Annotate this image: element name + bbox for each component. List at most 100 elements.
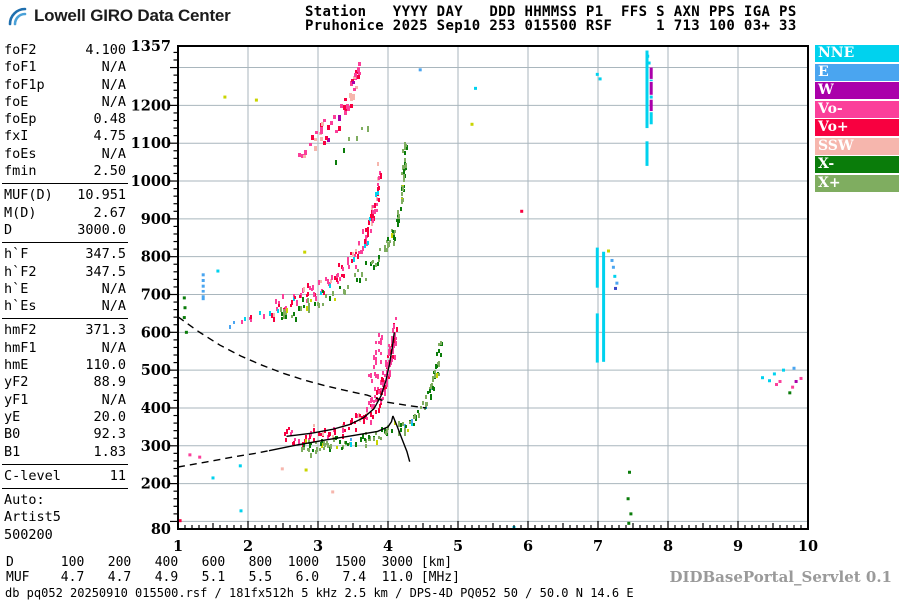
param-row: foF1 N/A xyxy=(4,59,126,76)
param-row: h`Es N/A xyxy=(4,298,126,315)
param-label: B0 xyxy=(4,426,21,443)
param-label: foF1p xyxy=(4,76,45,93)
svg-text:900: 900 xyxy=(141,211,171,228)
param-row: 500200 xyxy=(4,527,126,544)
param-value: 347.5 xyxy=(85,263,126,280)
param-label: D xyxy=(4,221,13,238)
svg-text:7: 7 xyxy=(593,538,603,555)
param-value: 92.3 xyxy=(93,426,126,443)
param-value: 3000.0 xyxy=(77,221,126,238)
separator xyxy=(2,318,128,320)
param-row: D 3000.0 xyxy=(4,222,126,239)
legend-item-nne: NNE xyxy=(815,45,899,62)
param-label: hmE xyxy=(4,357,29,374)
param-row: foF1p N/A xyxy=(4,77,126,94)
param-label: h`F xyxy=(4,246,29,263)
svg-text:1200: 1200 xyxy=(131,97,171,114)
svg-text:2: 2 xyxy=(243,538,253,555)
param-label: yF2 xyxy=(4,374,29,391)
dmuf-table: D 100 200 400 600 800 1000 1500 3000 [km… xyxy=(6,555,460,585)
separator xyxy=(2,488,128,490)
separator xyxy=(2,463,128,465)
param-row: hmE 110.0 xyxy=(4,357,126,374)
param-label: C-level xyxy=(4,467,61,484)
param-value: 347.5 xyxy=(85,246,126,263)
param-label: hmF2 xyxy=(4,322,37,339)
svg-text:3: 3 xyxy=(313,538,323,555)
brand: Lowell GIRO Data Center xyxy=(7,4,231,28)
status-line: db pq052 20250910 015500.rsf / 181fx512h… xyxy=(5,586,634,600)
param-value: N/A xyxy=(101,93,126,110)
param-label: fxI xyxy=(4,128,29,145)
param-value: 10.951 xyxy=(77,187,126,204)
param-row: foF2 4.100 xyxy=(4,42,126,59)
svg-text:80: 80 xyxy=(151,521,171,538)
muf-row: MUF 4.7 4.7 4.9 5.1 5.5 6.0 7.4 11.0 [MH… xyxy=(6,569,460,585)
svg-text:800: 800 xyxy=(141,249,171,266)
separator xyxy=(2,183,128,185)
legend-item-x-: X- xyxy=(815,156,899,173)
param-label: hmF1 xyxy=(4,339,37,356)
svg-text:9: 9 xyxy=(733,538,743,555)
legend-item-e: E xyxy=(815,63,899,81)
param-row: fmin 2.50 xyxy=(4,163,126,180)
param-label: 500200 xyxy=(4,526,53,543)
param-value: N/A xyxy=(101,145,126,162)
param-row: foE N/A xyxy=(4,94,126,111)
station-header-labels: Station YYYY DAY DDD HHMMSS P1 FFS S AXN… xyxy=(305,4,797,20)
param-row: yF2 88.9 xyxy=(4,374,126,391)
svg-text:1000: 1000 xyxy=(131,173,171,190)
param-label: h`Es xyxy=(4,298,37,315)
param-label: h`E xyxy=(4,280,29,297)
d-row: D 100 200 400 600 800 1000 1500 3000 [km… xyxy=(6,555,453,570)
svg-text:4: 4 xyxy=(383,538,393,555)
param-value: N/A xyxy=(101,339,126,356)
param-value: 88.9 xyxy=(93,374,126,391)
param-label: fmin xyxy=(4,163,37,180)
params-panel: foF2 4.100 foF1 N/A foF1p N/A foE N/A foEp 0.48 fx… xyxy=(2,42,128,544)
servlet-version: DIDBasePortal_Servlet 0.1 xyxy=(669,568,892,586)
brand-title: Lowell GIRO Data Center xyxy=(34,6,231,25)
param-label: foF2 xyxy=(4,42,37,58)
param-label: Artist5 xyxy=(4,509,61,526)
svg-text:600: 600 xyxy=(141,324,171,341)
param-row: B1 1.83 xyxy=(4,444,126,461)
legend-item-vo-: Vo- xyxy=(815,100,899,118)
giro-logo-icon xyxy=(8,7,27,26)
param-value: 4.75 xyxy=(93,128,126,145)
legend-item-vo+: Vo+ xyxy=(815,119,899,136)
param-row: M(D) 2.67 xyxy=(4,205,126,222)
svg-text:400: 400 xyxy=(141,400,171,417)
param-row: yE 20.0 xyxy=(4,409,126,426)
param-row: foEs N/A xyxy=(4,146,126,163)
param-value: 0.48 xyxy=(93,111,126,128)
legend-item-ssw: SSW xyxy=(815,137,899,155)
param-value: N/A xyxy=(101,76,126,93)
param-row: B0 92.3 xyxy=(4,426,126,443)
station-header: Station YYYY DAY DDD HHMMSS P1 FFS S AXN… xyxy=(305,5,797,33)
legend-item-w: W xyxy=(815,82,899,99)
param-value: 1.83 xyxy=(93,443,126,460)
param-value: 20.0 xyxy=(93,408,126,425)
param-label: h`F2 xyxy=(4,263,37,280)
param-label: B1 xyxy=(4,443,21,460)
param-row: yF1 N/A xyxy=(4,392,126,409)
signal-legend: NNE E W Vo- Vo+ SSW X- X+ xyxy=(815,45,899,193)
param-value: N/A xyxy=(101,391,126,408)
param-row: Artist5 xyxy=(4,509,126,526)
param-row: hmF2 371.3 xyxy=(4,322,126,339)
svg-text:500: 500 xyxy=(141,362,171,379)
svg-text:10: 10 xyxy=(798,538,818,555)
param-row: MUF(D) 10.951 xyxy=(4,187,126,204)
separator xyxy=(2,242,128,244)
param-row: hmF1 N/A xyxy=(4,340,126,357)
station-header-values: Pruhonice 2025 Sep10 253 015500 RSF 1 71… xyxy=(305,18,797,34)
param-label: foEp xyxy=(4,111,37,128)
param-value: 4.100 xyxy=(85,42,126,58)
svg-text:1: 1 xyxy=(173,538,183,555)
param-label: M(D) xyxy=(4,204,37,221)
param-row: h`E N/A xyxy=(4,281,126,298)
param-value: 371.3 xyxy=(85,322,126,339)
param-row: h`F2 347.5 xyxy=(4,264,126,281)
